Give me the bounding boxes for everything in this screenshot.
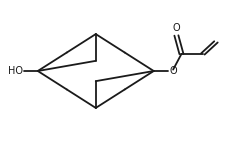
Text: O: O	[170, 66, 177, 76]
Text: O: O	[173, 23, 180, 33]
Text: HO: HO	[8, 66, 23, 76]
